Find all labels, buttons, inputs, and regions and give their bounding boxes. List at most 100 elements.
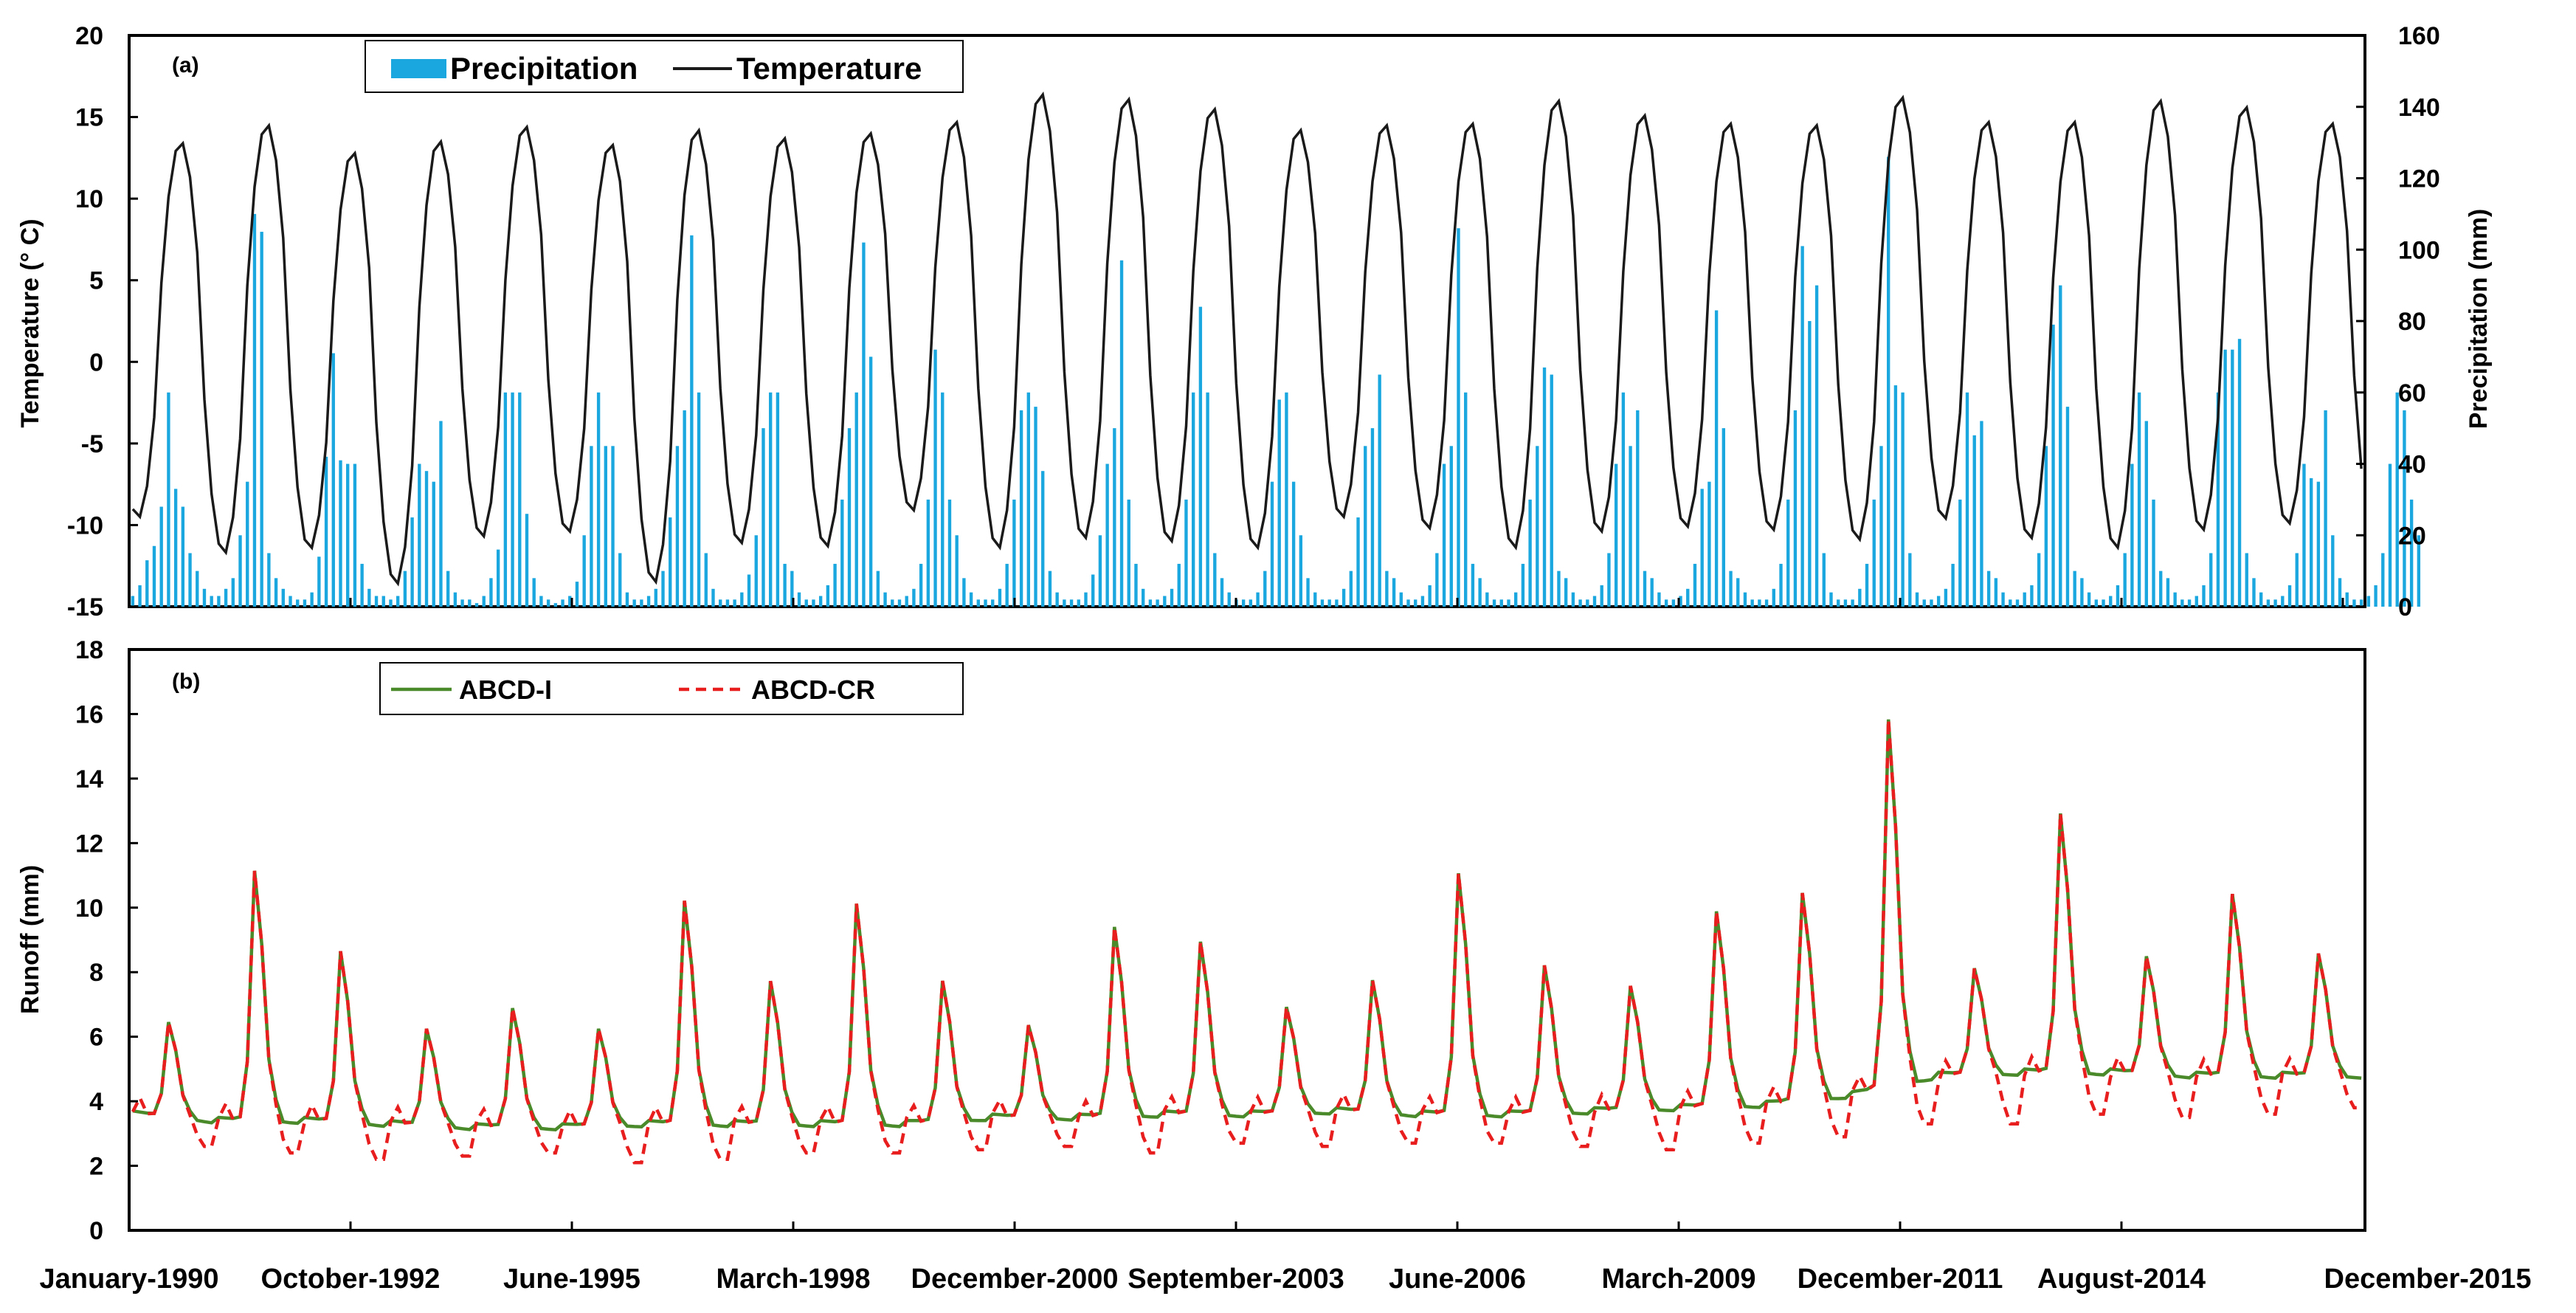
precipitation-bar	[1341, 588, 1346, 607]
precipitation-bar	[1858, 588, 1862, 607]
precipitation-bar	[1528, 499, 1532, 607]
precipitation-bar	[2338, 578, 2342, 607]
precipitation-bar	[1629, 446, 1632, 607]
precipitation-bar	[360, 563, 364, 607]
precipitation-bar	[812, 599, 815, 607]
precipitation-bar	[1722, 428, 1726, 607]
precipitation-tick-label: 100	[2398, 236, 2440, 264]
precipitation-bar	[439, 421, 443, 607]
precipitation-bar	[1012, 499, 1016, 607]
precipitation-bar	[2073, 571, 2076, 607]
precipitation-bar	[424, 471, 429, 607]
precipitation-bar	[561, 599, 564, 607]
temperature-tick-label: -10	[67, 511, 103, 540]
precipitation-bar	[1048, 571, 1052, 607]
precipitation-bar	[926, 499, 930, 607]
precipitation-bar	[1464, 392, 1468, 607]
precipitation-bar	[2094, 599, 2099, 607]
precipitation-tick-label: 80	[2398, 308, 2426, 336]
precipitation-bar	[1865, 563, 1869, 607]
precipitation-bar	[1557, 571, 1561, 607]
precipitation-bar	[1091, 574, 1095, 607]
precipitation-bar	[747, 574, 751, 607]
precipitation-bar	[446, 571, 450, 607]
precipitation-bar	[2287, 585, 2292, 607]
precipitation-bar	[296, 599, 300, 607]
precipitation-bar	[984, 599, 987, 607]
temperature-tick-label: 10	[75, 185, 103, 213]
precipitation-bar	[1478, 578, 1482, 607]
precipitation-bar	[740, 592, 744, 607]
precipitation-bar	[1764, 599, 1769, 607]
precipitation-bar	[1026, 392, 1030, 607]
precipitation-bar	[167, 392, 170, 607]
precipitation-bar	[697, 392, 701, 607]
precipitation-bar	[1592, 596, 1597, 607]
precipitation-bar	[453, 592, 457, 607]
precipitation-bar	[1958, 499, 1962, 607]
precipitation-bar	[1951, 563, 1955, 607]
precipitation-bar	[1034, 407, 1037, 607]
precipitation-bar	[1356, 517, 1360, 607]
precipitation-bar	[252, 213, 257, 607]
precipitation-bar	[2216, 392, 2220, 607]
precipitation-bar	[1550, 374, 1553, 607]
precipitation-bar	[210, 596, 213, 607]
precipitation-bar	[1291, 481, 1296, 607]
precipitation-tick-label: 40	[2398, 451, 2426, 479]
x-axis-date-label: January-1990	[40, 1264, 219, 1295]
precipitation-bar	[847, 428, 852, 607]
abcd-cr-line	[131, 719, 2362, 1165]
precipitation-bar	[582, 535, 586, 607]
precipitation-bar	[883, 592, 887, 607]
precipitation-bar	[2180, 599, 2184, 607]
precipitation-bar	[1084, 592, 1088, 607]
precipitation-bar	[224, 588, 228, 607]
precipitation-bar	[790, 571, 794, 607]
precipitation-bar	[654, 588, 657, 607]
abcd-cr-legend-label: ABCD-CR	[751, 675, 875, 705]
precipitation-bar	[2352, 599, 2356, 607]
precipitation-bar	[1485, 592, 1489, 607]
precipitation-bar	[503, 392, 508, 607]
precipitation-bar	[2374, 585, 2378, 607]
precipitation-bar	[1915, 592, 1919, 607]
precipitation-bar	[804, 599, 808, 607]
precipitation-bar	[1650, 578, 1654, 607]
precipitation-bar	[1944, 588, 1948, 607]
precipitation-bar	[1664, 599, 1668, 607]
panel-b: 18 16 14 12 10 8 6 4 2 0 (b) Runoff (mm) ABCD-I A…	[16, 636, 2366, 1245]
precipitation-bar	[919, 563, 923, 607]
precipitation-bar	[1521, 563, 1525, 607]
precipitation-tick-label: 20	[2398, 522, 2426, 550]
precipitation-bar	[1829, 592, 1833, 607]
precipitation-bar	[1227, 592, 1231, 607]
precipitation-bar	[1972, 435, 1976, 607]
precipitation-bar	[2037, 553, 2041, 607]
precipitation-bar	[1994, 578, 1998, 607]
precipitation-bar	[2281, 596, 2285, 607]
runoff-tick-label: 6	[89, 1024, 103, 1052]
precipitation-bar	[2023, 592, 2026, 607]
precipitation-bar	[1399, 592, 1403, 607]
x-axis-date-label: March-2009	[1601, 1264, 1755, 1295]
precipitation-bar	[1750, 599, 1754, 607]
precipitation-bar	[905, 596, 908, 607]
precipitation-bar	[1198, 306, 1203, 607]
temperature-legend-label: Temperature	[736, 51, 922, 86]
precipitation-bar	[396, 596, 400, 607]
precipitation-bar	[1370, 428, 1375, 607]
precipitation-bar	[2295, 553, 2299, 607]
precipitation-bar	[1270, 481, 1274, 607]
precipitation-bar	[1879, 446, 1883, 607]
runoff-tick-label: 8	[89, 959, 103, 987]
precipitation-bar	[2252, 578, 2256, 607]
precipitation-bar	[1435, 553, 1439, 607]
panel-b-legend-box	[379, 662, 964, 715]
precipitation-bar	[145, 560, 149, 607]
precipitation-bar	[955, 535, 959, 607]
precipitation-bar	[1277, 399, 1281, 607]
precipitation-axis-title: Precipitation (mm)	[2465, 209, 2493, 429]
precipitation-bar	[962, 578, 966, 607]
precipitation-bar	[640, 599, 643, 607]
